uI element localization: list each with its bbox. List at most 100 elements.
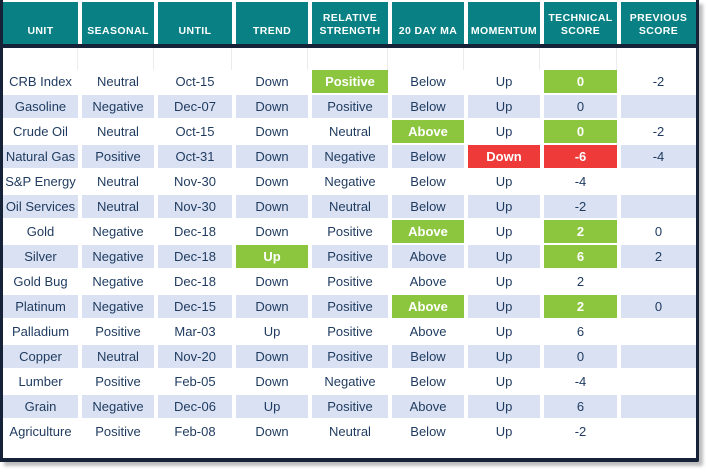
cell-momentum: Up [468,320,540,343]
cell-momentum: Up [468,420,540,443]
col-header-momentum: MOMENTUM [468,2,540,44]
table-row: Copper Neutral Nov-20 Down Positive Below Up 0 [3,345,696,368]
table-row: CRB Index Neutral Oct-15 Down Positive Below U… [3,70,696,93]
cell-seasonal: Negative [82,270,154,293]
cell-relative_strength: Positive [312,345,388,368]
cell-momentum: Up [468,70,540,93]
cell-previous_score [621,345,696,368]
cell-momentum: Up [468,395,540,418]
cell-technical_score: 0 [544,70,617,93]
table-row: Palladium Positive Mar-03 Up Positive Above Up… [3,320,696,343]
cell-until: Dec-18 [158,220,232,243]
cell-until: Nov-30 [158,170,232,193]
col-header-relative_strength: RELATIVE STRENGTH [312,2,388,44]
cell-seasonal: Neutral [82,120,154,143]
cell-unit: Gold [3,220,78,243]
cell-until: Feb-08 [158,420,232,443]
cell-until: Dec-07 [158,95,232,118]
cell-trend: Down [236,270,308,293]
cell-momentum: Down [468,145,540,168]
cell-relative_strength: Positive [312,245,388,268]
cell-previous_score: -2 [621,70,696,93]
cell-technical_score: -2 [544,420,617,443]
cell-unit: Lumber [3,370,78,393]
cell-unit: Copper [3,345,78,368]
cell-previous_score [621,395,696,418]
cell-previous_score: -2 [621,120,696,143]
cell-momentum: Up [468,270,540,293]
cell-momentum: Up [468,220,540,243]
spacer-cell-technical_score [544,48,617,70]
table-row: Lumber Positive Feb-05 Down Negative Below Up -… [3,370,696,393]
cell-seasonal: Positive [82,370,154,393]
cell-seasonal: Negative [82,245,154,268]
spacer-cell-seasonal [82,48,154,70]
cell-relative_strength: Neutral [312,420,388,443]
cell-momentum: Up [468,370,540,393]
cell-previous_score [621,320,696,343]
table-row: Natural Gas Positive Oct-31 Down Negative Bel… [3,145,696,168]
spacer-cell-momentum [468,48,540,70]
cell-trend: Down [236,70,308,93]
cell-technical_score: -4 [544,170,617,193]
cell-trend: Up [236,245,308,268]
cell-previous_score [621,270,696,293]
cell-seasonal: Negative [82,95,154,118]
cell-trend: Down [236,370,308,393]
cell-previous_score [621,420,696,443]
table-row: Gasoline Negative Dec-07 Down Positive Below U… [3,95,696,118]
cell-technical_score: 0 [544,345,617,368]
spacer-cell-ma20 [392,48,464,70]
cell-trend: Down [236,170,308,193]
cell-until: Nov-20 [158,345,232,368]
cell-ma20: Above [392,220,464,243]
cell-trend: Down [236,295,308,318]
cell-technical_score: 2 [544,270,617,293]
spacer-cell-until [158,48,232,70]
table-row: Silver Negative Dec-18 Up Positive Above Up 6 2 [3,245,696,268]
cell-trend: Down [236,145,308,168]
cell-relative_strength: Neutral [312,195,388,218]
cell-relative_strength: Positive [312,95,388,118]
cell-ma20: Below [392,70,464,93]
cell-relative_strength: Positive [312,320,388,343]
cell-momentum: Up [468,295,540,318]
cell-ma20: Above [392,395,464,418]
col-header-seasonal: SEASONAL [82,2,154,44]
cell-seasonal: Positive [82,420,154,443]
cell-relative_strength: Negative [312,370,388,393]
cell-unit: Gold Bug [3,270,78,293]
cell-ma20: Below [392,370,464,393]
cell-trend: Up [236,395,308,418]
cell-until: Dec-18 [158,245,232,268]
spacer-row [3,48,696,70]
cell-until: Feb-05 [158,370,232,393]
cell-technical_score: -4 [544,370,617,393]
table-row: S&P Energy Neutral Nov-30 Down Negative Below… [3,170,696,193]
cell-seasonal: Neutral [82,170,154,193]
cell-unit: Oil Services [3,195,78,218]
col-header-technical_score: TECHNICAL SCORE [544,2,617,44]
cell-until: Oct-31 [158,145,232,168]
col-header-previous_score: PREVIOUS SCORE [621,2,696,44]
table-row: Crude Oil Neutral Oct-15 Down Neutral Above Up… [3,120,696,143]
cell-unit: Agriculture [3,420,78,443]
col-header-unit: UNIT [3,2,78,44]
table-row: Oil Services Neutral Nov-30 Down Neutral Belo… [3,195,696,218]
cell-momentum: Up [468,245,540,268]
cell-ma20: Above [392,245,464,268]
cell-trend: Down [236,345,308,368]
cell-momentum: Up [468,120,540,143]
cell-unit: Palladium [3,320,78,343]
cell-until: Dec-15 [158,295,232,318]
cell-ma20: Above [392,120,464,143]
cell-relative_strength: Neutral [312,120,388,143]
cell-until: Oct-15 [158,70,232,93]
cell-previous_score [621,370,696,393]
cell-ma20: Below [392,195,464,218]
cell-seasonal: Neutral [82,70,154,93]
cell-unit: Platinum [3,295,78,318]
cell-seasonal: Negative [82,220,154,243]
cell-technical_score: -6 [544,145,617,168]
